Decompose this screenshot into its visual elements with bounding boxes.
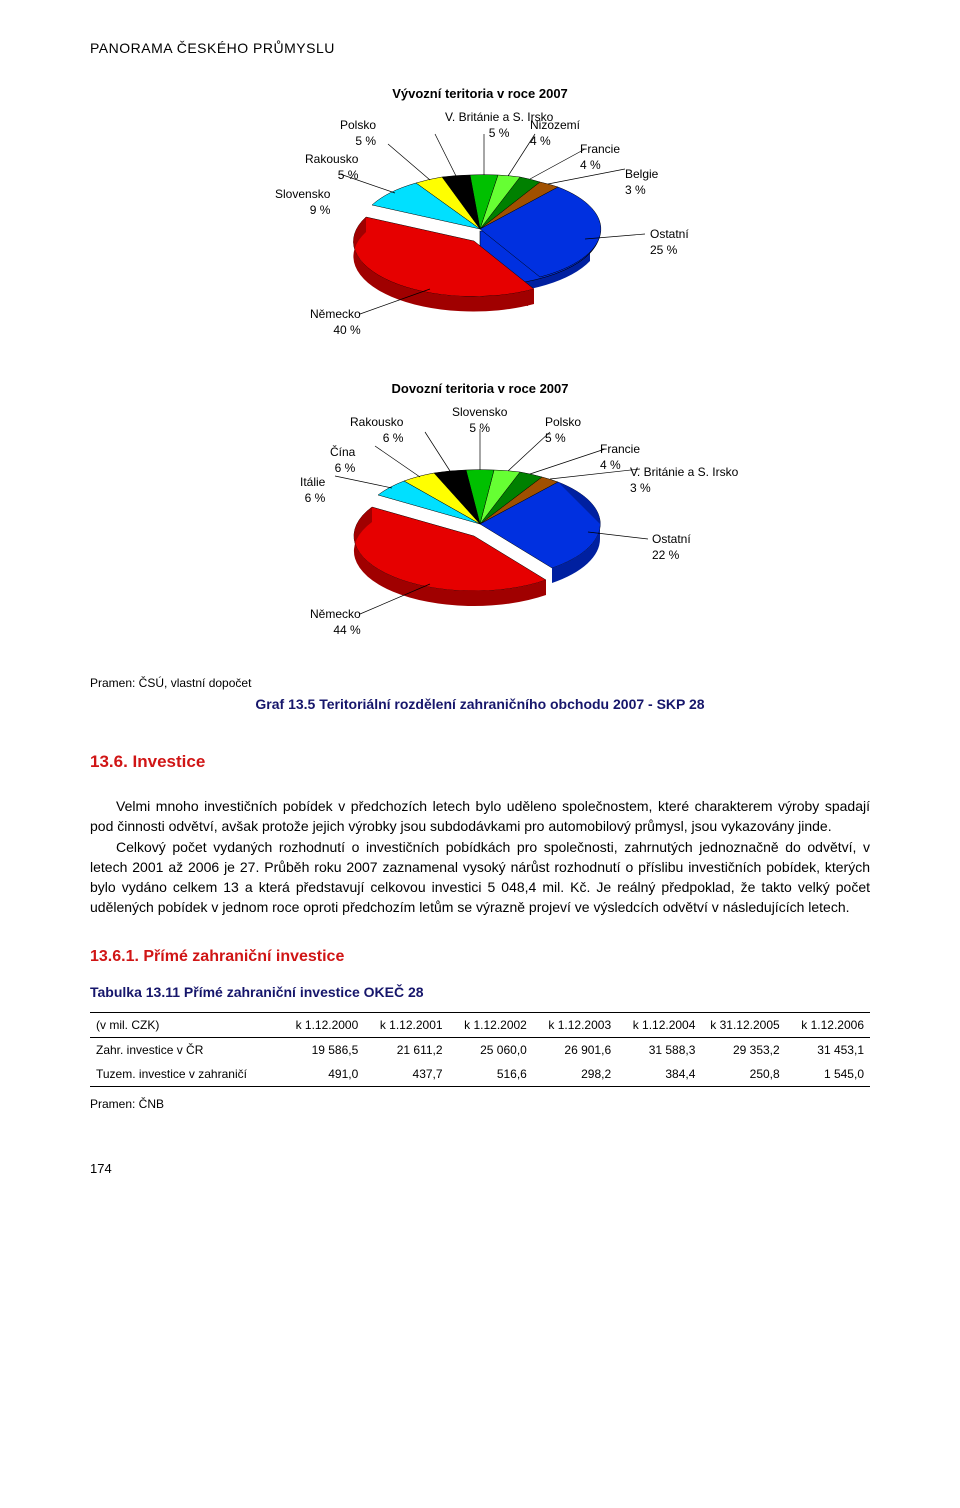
graf-caption: Graf 13.5 Teritoriální rozdělení zahrani… [90,696,870,712]
chart2-lbl-vbrit: V. Británie a S. Irsko3 % [630,464,738,496]
chart1-lbl-francie: Francie4 % [580,141,620,173]
chart2-lbl-polsko: Polsko5 % [545,414,581,446]
col-0: (v mil. CZK) [90,1012,280,1037]
cell: 491,0 [280,1062,364,1087]
section-investice-heading: 13.6. Investice [90,752,870,772]
investice-p2: Celkový počet vydaných rozhodnutí o inve… [90,837,870,918]
col-1: k 1.12.2000 [280,1012,364,1037]
chart2-lbl-cina: Čína6 % [330,444,355,476]
chart1-lbl-rakousko: Rakousko5 % [305,151,358,183]
cell: 21 611,2 [364,1037,448,1062]
chart1-lbl-ostatni: Ostatní25 % [650,226,689,258]
chart2-lbl-italie: Itálie6 % [300,474,325,506]
pzi-table: (v mil. CZK) k 1.12.2000 k 1.12.2001 k 1… [90,1012,870,1087]
cell: 298,2 [533,1062,617,1087]
chart1-title: Vývozní teritoria v roce 2007 [90,86,870,101]
cell: 250,8 [701,1062,785,1087]
col-2: k 1.12.2001 [364,1012,448,1037]
chart1-lbl-polsko: Polsko5 % [340,117,376,149]
col-7: k 1.12.2006 [786,1012,870,1037]
table-row: Tuzem. investice v zahraničí 491,0 437,7… [90,1062,870,1087]
investice-text: Velmi mnoho investičních pobídek v předc… [90,796,870,918]
cell: Tuzem. investice v zahraničí [90,1062,280,1087]
col-4: k 1.12.2003 [533,1012,617,1037]
cell: 437,7 [364,1062,448,1087]
cell: 1 545,0 [786,1062,870,1087]
cell: 25 060,0 [449,1037,533,1062]
col-5: k 1.12.2004 [617,1012,701,1037]
cell: 29 353,2 [701,1037,785,1062]
table-row: Zahr. investice v ČR 19 586,5 21 611,2 2… [90,1037,870,1062]
chart2-lbl-slovensko: Slovensko5 % [452,404,507,436]
col-6: k 31.12.2005 [701,1012,785,1037]
page-number: 174 [90,1161,870,1176]
cell: 19 586,5 [280,1037,364,1062]
cell: 26 901,6 [533,1037,617,1062]
chart2: Slovensko5 % Rakousko6 % Čína6 % Itálie6… [230,406,730,646]
chart2-lbl-nemecko: Německo44 % [310,606,361,638]
cell: 31 588,3 [617,1037,701,1062]
chart2-lbl-rakousko: Rakousko6 % [350,414,403,446]
col-3: k 1.12.2002 [449,1012,533,1037]
chart2-svg [230,406,730,646]
chart-source: Pramen: ČSÚ, vlastní dopočet [90,676,870,690]
table-source: Pramen: ČNB [90,1097,870,1111]
chart1-lbl-slovensko: Slovensko9 % [275,186,330,218]
cell: Zahr. investice v ČR [90,1037,280,1062]
page-header: PANORAMA ČESKÉHO PRŮMYSLU [90,40,870,56]
cell: 516,6 [449,1062,533,1087]
chart1-lbl-nemecko: Německo40 % [310,306,361,338]
table-header-row: (v mil. CZK) k 1.12.2000 k 1.12.2001 k 1… [90,1012,870,1037]
chart2-lbl-ostatni: Ostatní22 % [652,531,691,563]
investice-p1: Velmi mnoho investičních pobídek v předc… [90,796,870,837]
chart2-title: Dovozní teritoria v roce 2007 [90,381,870,396]
section-pzi-heading: 13.6.1. Přímé zahraniční investice [90,948,870,966]
table-caption: Tabulka 13.11 Přímé zahraniční investice… [90,984,870,1000]
cell: 31 453,1 [786,1037,870,1062]
chart1-lbl-nizozemi: Nizozemí4 % [530,117,580,149]
chart1-lbl-belgie: Belgie3 % [625,166,658,198]
chart1: V. Británie a S. Irsko5 % Polsko5 % Rako… [230,111,730,351]
cell: 384,4 [617,1062,701,1087]
